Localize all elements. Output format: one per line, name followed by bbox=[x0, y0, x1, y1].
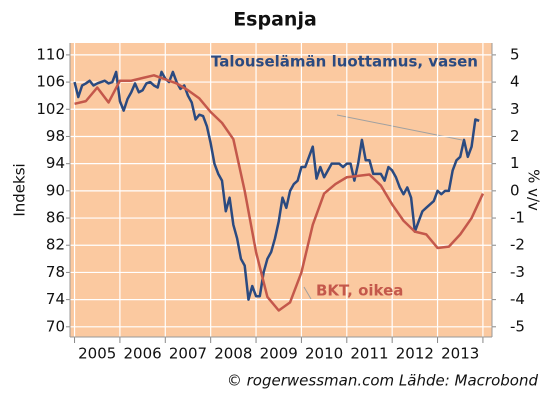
y-tick-label: 86 bbox=[46, 209, 65, 227]
y2-tick-label: 5 bbox=[510, 45, 520, 63]
series-line bbox=[74, 74, 485, 312]
y-tick-label: 74 bbox=[46, 290, 65, 308]
y2-tick-label: 4 bbox=[510, 73, 520, 91]
series-line bbox=[73, 70, 480, 301]
y2-tick-label: 1 bbox=[510, 154, 520, 172]
y-tick-label: 106 bbox=[36, 73, 65, 91]
x-tick-label: 2008 bbox=[214, 345, 252, 363]
x-tick-label: 2006 bbox=[124, 345, 162, 363]
y2-tick-label: -5 bbox=[510, 317, 525, 335]
series-label: BKT, oikea bbox=[316, 282, 403, 300]
y2-tick-label: -3 bbox=[510, 263, 525, 281]
y2-tick-label: 2 bbox=[510, 127, 520, 145]
x-tick-label: 2012 bbox=[396, 345, 434, 363]
x-tick-label: 2010 bbox=[305, 345, 343, 363]
y-tick-label: 70 bbox=[46, 317, 65, 335]
y-tick-label: 98 bbox=[46, 127, 65, 145]
y2-tick-label: -4 bbox=[510, 290, 525, 308]
y2-tick-label: -2 bbox=[510, 236, 525, 254]
x-tick-label: 2013 bbox=[441, 345, 479, 363]
y2-tick-label: 3 bbox=[510, 100, 520, 118]
x-tick-label: 2009 bbox=[260, 345, 298, 363]
y-tick-label: 90 bbox=[46, 181, 65, 199]
series-label: Talouselämän luottamus, vasen bbox=[211, 53, 478, 71]
x-tick-label: 2007 bbox=[169, 345, 207, 363]
x-tick-label: 2011 bbox=[350, 345, 388, 363]
chart-title: Espanja bbox=[233, 9, 317, 31]
pointer-line bbox=[303, 286, 312, 300]
y-axis-label: Indeksi bbox=[11, 163, 29, 216]
source: © rogerwessman.com Lähde: Macrobond bbox=[227, 372, 539, 390]
pointer-line bbox=[336, 114, 463, 141]
y-tick-label: 110 bbox=[36, 45, 65, 63]
y-tick-label: 94 bbox=[46, 154, 65, 172]
y-tick-label: 78 bbox=[46, 263, 65, 281]
x-tick-label: 2005 bbox=[78, 345, 116, 363]
y2-tick-label: -1 bbox=[510, 209, 525, 227]
y2-axis-label: % v/v bbox=[525, 169, 543, 211]
y2-tick-label: 0 bbox=[510, 181, 520, 199]
y-tick-label: 102 bbox=[36, 100, 65, 118]
y-tick-label: 82 bbox=[46, 236, 65, 254]
